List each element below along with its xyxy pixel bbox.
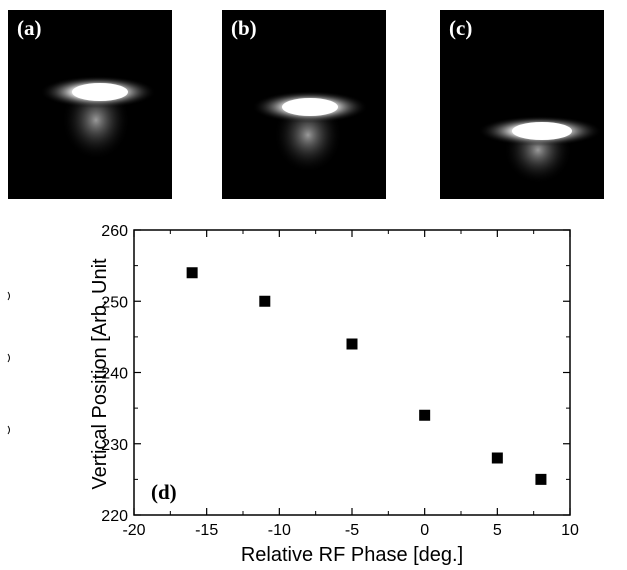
data-points xyxy=(186,267,547,485)
panel-label-a: (a) xyxy=(17,16,42,40)
panel-label-c: (c) xyxy=(449,16,473,40)
beam-profile-image-c xyxy=(478,116,602,184)
edge-mark xyxy=(7,353,10,363)
y-axis-title: Vertical Position [Arb. Unit xyxy=(89,258,111,490)
data-point xyxy=(346,338,358,350)
y-tick-label: 240 xyxy=(101,366,128,383)
y-tick-label: 230 xyxy=(101,437,128,454)
data-point xyxy=(186,267,198,279)
data-point xyxy=(259,295,271,307)
edge-mark xyxy=(7,291,10,301)
data-point xyxy=(491,452,503,464)
panel-label-d: (d) xyxy=(151,480,177,504)
beam-profile-image-b xyxy=(252,91,368,173)
beam-profile-image-a xyxy=(40,76,156,160)
x-axis-title: Relative RF Phase [deg.] xyxy=(241,544,463,566)
panel-label-b: (b) xyxy=(231,16,257,40)
x-tick-label: 0 xyxy=(420,522,429,539)
y-tick-label: 250 xyxy=(101,294,128,311)
x-tick-label: -10 xyxy=(268,522,291,539)
y-tick-label: 220 xyxy=(101,508,128,525)
plot-border xyxy=(133,229,571,516)
data-point xyxy=(535,473,547,485)
edge-mark xyxy=(7,425,10,435)
x-tick-label: -15 xyxy=(195,522,218,539)
plot-frame xyxy=(133,229,571,516)
y-tick-label: 260 xyxy=(101,223,128,240)
beam-image-panel-c: (c) xyxy=(440,10,604,199)
axis-ticks: -20 -15 -10 -5 0 5 10 220 230 240 250 260 xyxy=(101,223,579,539)
beam-image-panel-b: (b) xyxy=(222,10,386,199)
edge-marks xyxy=(7,291,10,435)
data-point xyxy=(419,409,431,421)
beam-image-panel-a: (a) xyxy=(8,10,172,199)
x-tick-label: -5 xyxy=(345,522,359,539)
x-tick-label: 5 xyxy=(493,522,502,539)
x-tick-label: -20 xyxy=(122,522,145,539)
x-tick-label: 10 xyxy=(561,522,579,539)
